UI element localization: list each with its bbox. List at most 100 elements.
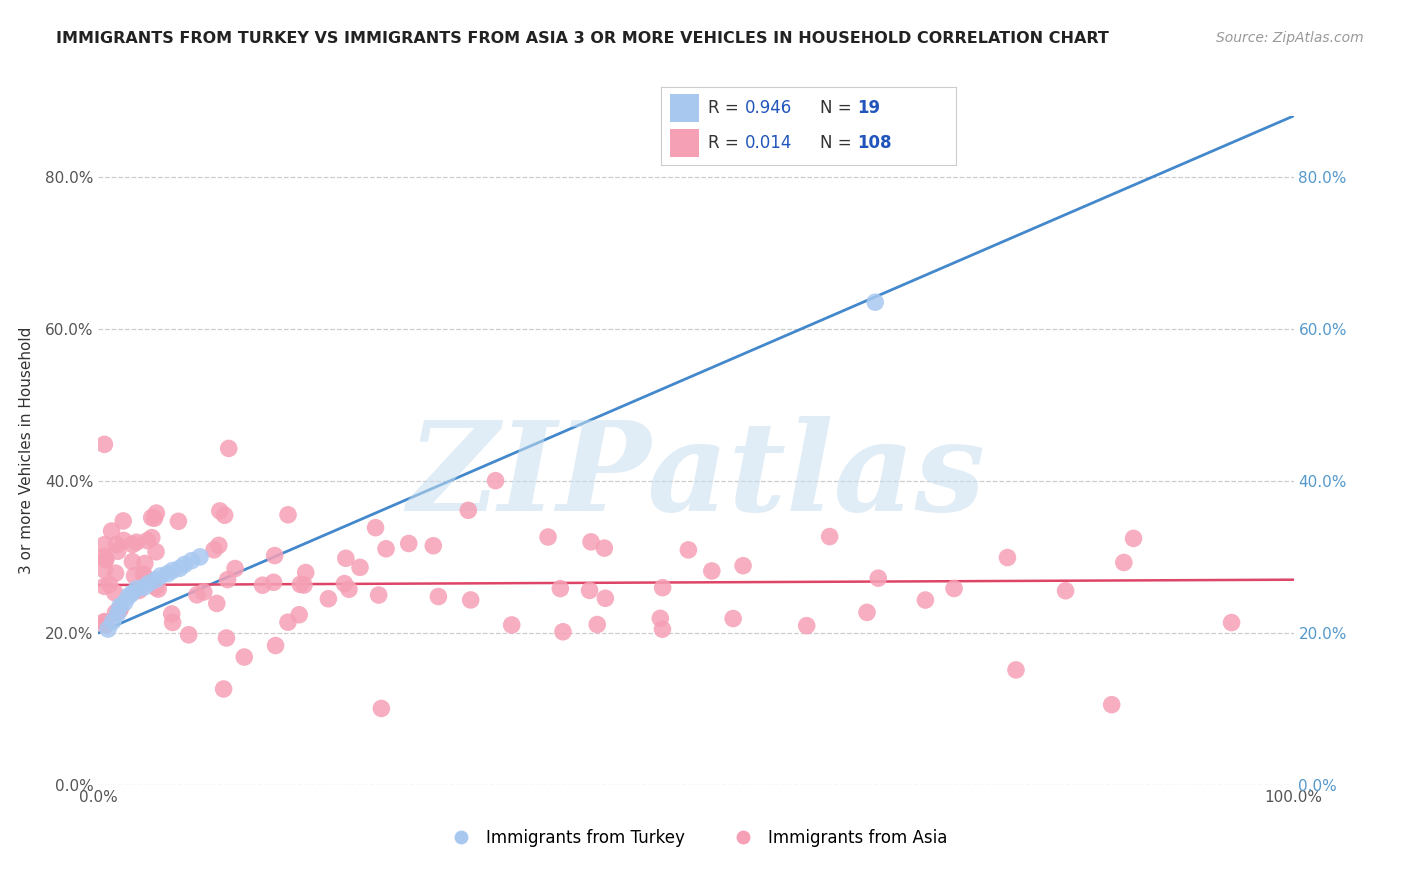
Legend: Immigrants from Turkey, Immigrants from Asia: Immigrants from Turkey, Immigrants from … <box>437 822 955 854</box>
Point <box>141 531 163 545</box>
Point <box>1054 583 1077 598</box>
Point <box>188 549 211 564</box>
Point <box>586 617 609 632</box>
Point <box>294 566 316 580</box>
Point <box>398 536 420 550</box>
Point <box>93 538 115 552</box>
Point <box>112 514 135 528</box>
Point <box>579 534 602 549</box>
Point <box>121 555 143 569</box>
Point <box>132 567 155 582</box>
Point <box>114 595 136 609</box>
Point <box>93 615 115 630</box>
Point <box>208 504 231 518</box>
Point <box>173 558 195 572</box>
Point <box>550 582 572 596</box>
Y-axis label: 3 or more Vehicles in Household: 3 or more Vehicles in Household <box>18 326 34 574</box>
Point <box>1122 532 1144 546</box>
Bar <box>669 94 699 122</box>
Point <box>252 578 274 592</box>
Point <box>651 622 673 636</box>
Point <box>650 611 672 625</box>
Point <box>94 618 117 632</box>
Point <box>551 624 574 639</box>
Point <box>180 554 202 568</box>
Point <box>121 537 143 551</box>
Point <box>108 603 131 617</box>
Point <box>367 588 389 602</box>
Point <box>721 611 744 625</box>
Point <box>333 576 356 591</box>
Point <box>1101 698 1123 712</box>
Point <box>233 650 256 665</box>
Point <box>121 586 143 600</box>
Point <box>997 550 1019 565</box>
Point <box>149 569 172 583</box>
Point <box>215 631 238 645</box>
Point <box>212 681 235 696</box>
Point <box>193 585 215 599</box>
Point <box>224 561 246 575</box>
Point <box>205 596 228 610</box>
Point <box>93 437 115 451</box>
Point <box>100 524 122 538</box>
Point <box>138 576 160 591</box>
Point <box>169 561 191 575</box>
Point <box>145 506 167 520</box>
Point <box>651 581 673 595</box>
Point <box>145 573 167 587</box>
Text: R =: R = <box>709 134 744 152</box>
Point <box>264 639 287 653</box>
Point <box>818 530 841 544</box>
Point <box>101 615 124 629</box>
Point <box>141 510 163 524</box>
Point <box>156 566 179 581</box>
Point <box>335 551 357 566</box>
Point <box>162 615 184 630</box>
Point <box>128 583 150 598</box>
Point <box>110 601 132 615</box>
Point <box>501 618 523 632</box>
Point <box>484 474 506 488</box>
Point <box>460 593 482 607</box>
Point <box>208 538 231 552</box>
Point <box>134 557 156 571</box>
Text: N =: N = <box>820 134 858 152</box>
Point <box>1220 615 1243 630</box>
Point <box>349 560 371 574</box>
Point <box>145 545 167 559</box>
Point <box>375 541 398 556</box>
Point <box>94 552 117 566</box>
Point <box>108 599 131 614</box>
Point <box>678 542 700 557</box>
Point <box>148 582 170 596</box>
Point <box>93 549 115 564</box>
Text: N =: N = <box>820 99 858 117</box>
Point <box>1005 663 1028 677</box>
Point <box>160 607 183 621</box>
Point <box>132 580 155 594</box>
Point <box>125 535 148 549</box>
Point <box>202 542 225 557</box>
Point <box>124 568 146 582</box>
Point <box>186 588 208 602</box>
Point <box>593 541 616 555</box>
Point <box>943 582 966 596</box>
Point <box>136 533 159 548</box>
Text: 0.014: 0.014 <box>745 134 793 152</box>
Point <box>143 511 166 525</box>
Point <box>145 580 167 594</box>
Point <box>796 618 818 632</box>
Point <box>94 553 117 567</box>
Point <box>104 606 127 620</box>
Point <box>97 622 120 636</box>
Point <box>700 564 723 578</box>
Point <box>98 577 121 591</box>
Point <box>731 558 754 573</box>
Point <box>112 533 135 548</box>
Text: R =: R = <box>709 99 744 117</box>
Text: IMMIGRANTS FROM TURKEY VS IMMIGRANTS FROM ASIA 3 OR MORE VEHICLES IN HOUSEHOLD C: IMMIGRANTS FROM TURKEY VS IMMIGRANTS FRO… <box>56 31 1109 46</box>
Text: Source: ZipAtlas.com: Source: ZipAtlas.com <box>1216 31 1364 45</box>
Point <box>856 606 879 620</box>
Point <box>422 539 444 553</box>
